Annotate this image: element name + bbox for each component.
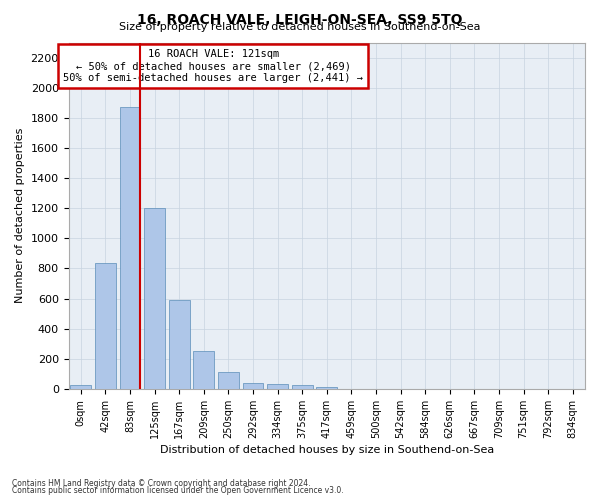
- Bar: [95, 263, 116, 389]
- Text: Size of property relative to detached houses in Southend-on-Sea: Size of property relative to detached ho…: [119, 22, 481, 32]
- Text: 16, ROACH VALE, LEIGH-ON-SEA, SS9 5TQ: 16, ROACH VALE, LEIGH-ON-SEA, SS9 5TQ: [137, 12, 463, 26]
- Text: Contains HM Land Registry data © Crown copyright and database right 2024.: Contains HM Land Registry data © Crown c…: [12, 478, 311, 488]
- Bar: [193, 350, 214, 389]
- Bar: [70, 385, 91, 389]
- Bar: [169, 300, 190, 389]
- Bar: [242, 383, 263, 389]
- Y-axis label: Number of detached properties: Number of detached properties: [15, 128, 25, 304]
- Bar: [119, 108, 140, 389]
- Text: 16 ROACH VALE: 121sqm
← 50% of detached houses are smaller (2,469)
50% of semi-d: 16 ROACH VALE: 121sqm ← 50% of detached …: [63, 50, 363, 82]
- X-axis label: Distribution of detached houses by size in Southend-on-Sea: Distribution of detached houses by size …: [160, 445, 494, 455]
- Bar: [292, 385, 313, 389]
- Bar: [316, 386, 337, 389]
- Bar: [144, 208, 165, 389]
- Bar: [218, 372, 239, 389]
- Text: Contains public sector information licensed under the Open Government Licence v3: Contains public sector information licen…: [12, 486, 344, 495]
- Bar: [267, 384, 288, 389]
